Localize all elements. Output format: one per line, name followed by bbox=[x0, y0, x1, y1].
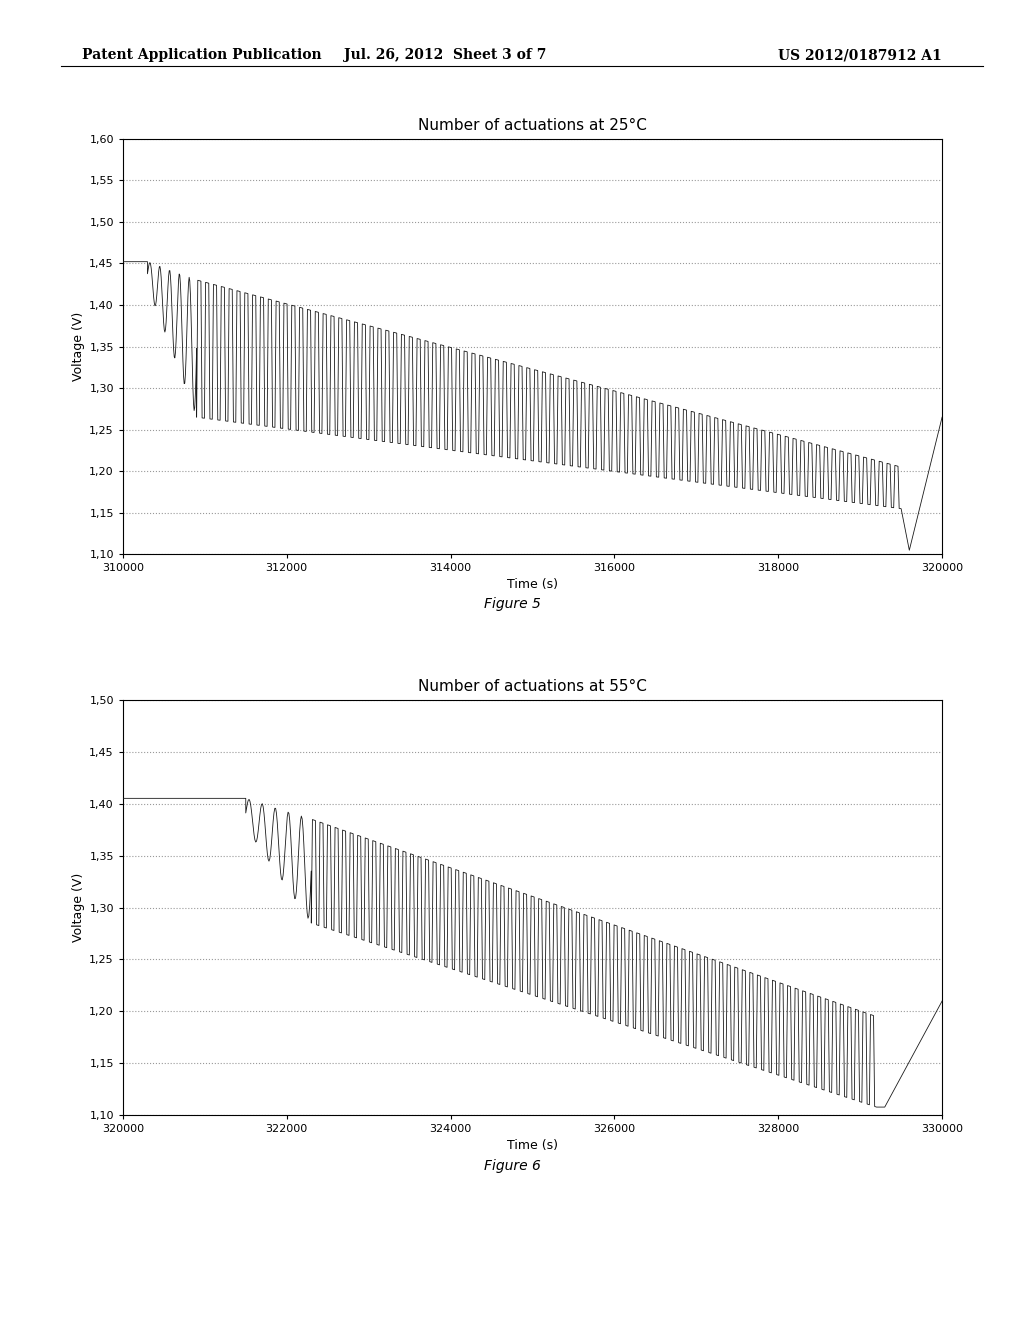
X-axis label: Time (s): Time (s) bbox=[507, 1139, 558, 1151]
Text: Figure 5: Figure 5 bbox=[483, 597, 541, 611]
Text: US 2012/0187912 A1: US 2012/0187912 A1 bbox=[778, 49, 942, 62]
Title: Number of actuations at 25°C: Number of actuations at 25°C bbox=[418, 119, 647, 133]
Title: Number of actuations at 55°C: Number of actuations at 55°C bbox=[418, 680, 647, 694]
Text: Figure 6: Figure 6 bbox=[483, 1159, 541, 1173]
Y-axis label: Voltage (V): Voltage (V) bbox=[72, 312, 85, 381]
X-axis label: Time (s): Time (s) bbox=[507, 578, 558, 590]
Text: Jul. 26, 2012  Sheet 3 of 7: Jul. 26, 2012 Sheet 3 of 7 bbox=[344, 49, 547, 62]
Text: Patent Application Publication: Patent Application Publication bbox=[82, 49, 322, 62]
Y-axis label: Voltage (V): Voltage (V) bbox=[72, 873, 85, 942]
